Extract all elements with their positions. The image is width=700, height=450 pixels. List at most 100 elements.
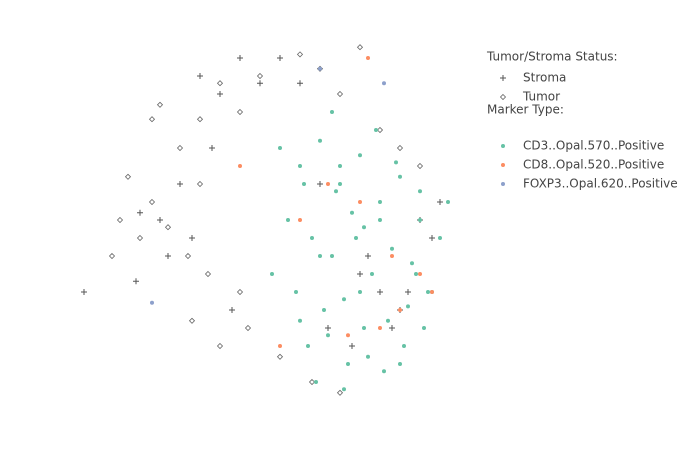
point (308, 378, 316, 386)
point (294, 290, 298, 294)
point (297, 80, 303, 87)
point (354, 236, 358, 240)
point (342, 297, 346, 302)
point (217, 91, 223, 97)
point (338, 164, 342, 168)
point (377, 289, 383, 295)
point (410, 261, 414, 266)
legend-label[interactable]: CD3..Opal.570..Positive (523, 139, 664, 153)
point (318, 254, 322, 258)
point (446, 200, 450, 204)
legend-marker (500, 75, 506, 81)
point (189, 235, 195, 241)
point (438, 236, 442, 240)
legend-marker (499, 93, 507, 101)
point (81, 289, 87, 295)
point (406, 304, 410, 309)
point (358, 153, 362, 158)
point (358, 200, 362, 204)
point (414, 272, 418, 276)
point (148, 116, 156, 123)
point (386, 318, 390, 323)
point (137, 209, 143, 216)
legend-label[interactable]: Tumor (522, 90, 560, 104)
point (196, 180, 204, 188)
point (136, 234, 144, 242)
point (342, 387, 346, 392)
point (378, 326, 382, 330)
point (244, 324, 252, 332)
point (276, 353, 284, 360)
point (394, 160, 398, 165)
point (302, 182, 306, 186)
point (196, 116, 204, 123)
point (429, 235, 435, 241)
point (148, 198, 156, 206)
point (325, 325, 331, 331)
point (330, 254, 334, 258)
point (362, 326, 366, 330)
point (398, 174, 402, 179)
point (164, 224, 172, 231)
legend-title: Marker Type: (487, 103, 564, 117)
point (396, 144, 404, 152)
point (330, 110, 334, 114)
point (197, 73, 203, 79)
legend-label[interactable]: CD8..Opal.520..Positive (523, 158, 664, 172)
point (317, 181, 323, 187)
point (346, 333, 350, 338)
point (402, 344, 406, 348)
point (209, 145, 215, 151)
point (124, 173, 132, 180)
point (298, 318, 302, 323)
point (389, 325, 395, 331)
legend-title: Tumor/Stroma Status: (486, 50, 618, 64)
point (108, 252, 116, 260)
legend-marker (501, 182, 505, 186)
point (310, 236, 314, 240)
point (437, 199, 443, 205)
point (334, 189, 338, 194)
point (286, 218, 290, 222)
point (296, 51, 304, 58)
point (133, 278, 139, 285)
point (116, 216, 124, 224)
point (422, 326, 426, 330)
legend-label[interactable]: FOXP3..Opal.620..Positive (523, 177, 678, 191)
point (177, 181, 183, 187)
point (338, 182, 342, 186)
point (405, 289, 411, 295)
point (382, 81, 386, 86)
point (165, 253, 171, 259)
point (430, 290, 434, 294)
point (237, 55, 243, 61)
point (378, 200, 382, 204)
point (426, 290, 430, 294)
point (358, 290, 362, 294)
point (150, 300, 154, 305)
point (229, 307, 235, 313)
point (326, 333, 330, 338)
point (374, 128, 378, 132)
point (416, 162, 424, 170)
legend-marker (501, 144, 505, 148)
point (157, 217, 163, 223)
point (365, 253, 371, 259)
point (318, 138, 322, 143)
point (390, 254, 394, 258)
point (398, 308, 402, 312)
point (366, 354, 370, 359)
point (378, 218, 382, 222)
point (390, 246, 394, 251)
point (356, 44, 364, 51)
point (418, 272, 422, 276)
point (349, 343, 355, 349)
legend-label[interactable]: Stroma (523, 71, 566, 85)
point (270, 272, 274, 276)
point (314, 380, 318, 384)
point (216, 80, 224, 87)
point (376, 126, 384, 134)
point (176, 144, 184, 152)
point (418, 189, 422, 194)
